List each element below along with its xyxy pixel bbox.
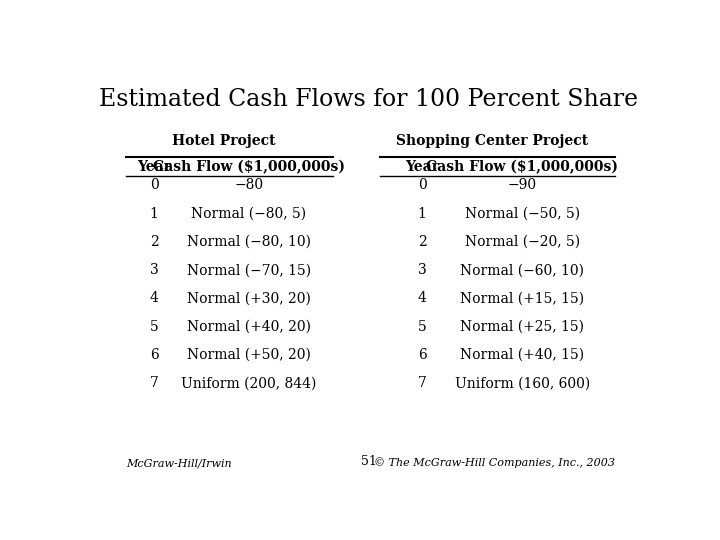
Text: McGraw-Hill/Irwin: McGraw-Hill/Irwin <box>126 458 232 468</box>
Text: Normal (−60, 10): Normal (−60, 10) <box>461 263 585 277</box>
Text: 0: 0 <box>150 178 158 192</box>
Text: 5: 5 <box>150 320 158 334</box>
Text: Cash Flow ($1,000,000s): Cash Flow ($1,000,000s) <box>426 160 618 174</box>
Text: Year: Year <box>138 160 171 174</box>
Text: Normal (−20, 5): Normal (−20, 5) <box>465 235 580 249</box>
Text: Normal (+50, 20): Normal (+50, 20) <box>187 348 311 362</box>
Text: Normal (+15, 15): Normal (+15, 15) <box>460 292 585 306</box>
Text: Year: Year <box>405 160 439 174</box>
Text: 51: 51 <box>361 455 377 468</box>
Text: Normal (+25, 15): Normal (+25, 15) <box>461 320 585 334</box>
Text: Normal (+40, 20): Normal (+40, 20) <box>187 320 311 334</box>
Text: 5: 5 <box>418 320 426 334</box>
Text: 6: 6 <box>150 348 158 362</box>
Text: Hotel Project: Hotel Project <box>172 134 276 148</box>
Text: Estimated Cash Flows for 100 Percent Share: Estimated Cash Flows for 100 Percent Sha… <box>99 87 639 111</box>
Text: Uniform (200, 844): Uniform (200, 844) <box>181 376 317 390</box>
Text: −90: −90 <box>508 178 537 192</box>
Text: 7: 7 <box>418 376 426 390</box>
Text: 0: 0 <box>418 178 426 192</box>
Text: Shopping Center Project: Shopping Center Project <box>396 134 588 148</box>
Text: Normal (−50, 5): Normal (−50, 5) <box>465 207 580 221</box>
Text: 2: 2 <box>418 235 426 249</box>
Text: Cash Flow ($1,000,000s): Cash Flow ($1,000,000s) <box>153 160 345 174</box>
Text: Normal (−80, 5): Normal (−80, 5) <box>192 207 307 221</box>
Text: Uniform (160, 600): Uniform (160, 600) <box>455 376 590 390</box>
Text: 4: 4 <box>418 292 426 306</box>
Text: 2: 2 <box>150 235 158 249</box>
Text: 1: 1 <box>150 207 158 221</box>
Text: 3: 3 <box>418 263 426 277</box>
Text: 1: 1 <box>418 207 426 221</box>
Text: Normal (−80, 10): Normal (−80, 10) <box>187 235 311 249</box>
Text: 6: 6 <box>418 348 426 362</box>
Text: −80: −80 <box>235 178 264 192</box>
Text: © The McGraw-Hill Companies, Inc., 2003: © The McGraw-Hill Companies, Inc., 2003 <box>374 457 615 468</box>
Text: 7: 7 <box>150 376 158 390</box>
Text: Normal (+30, 20): Normal (+30, 20) <box>187 292 311 306</box>
Text: Normal (+40, 15): Normal (+40, 15) <box>460 348 585 362</box>
Text: 3: 3 <box>150 263 158 277</box>
Text: 4: 4 <box>150 292 158 306</box>
Text: Normal (−70, 15): Normal (−70, 15) <box>187 263 311 277</box>
